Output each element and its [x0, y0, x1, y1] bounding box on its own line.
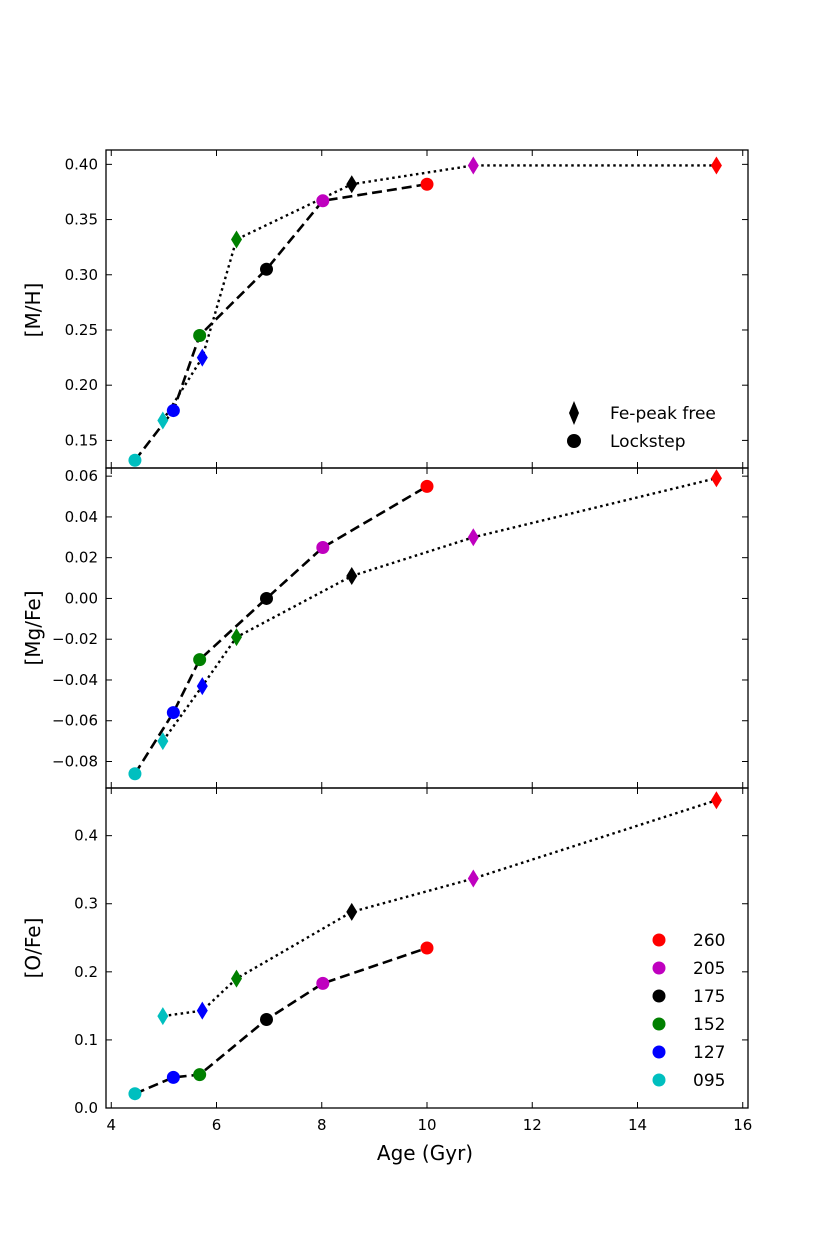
legend-marker-095	[652, 1073, 666, 1087]
legend-marker-152	[652, 1017, 666, 1031]
xtick-label: 4	[106, 1116, 116, 1134]
panel-mh: 0.15 0.20 0.25 0.30 0.35 0.40 [M/H]	[21, 149, 749, 469]
xtick-label: 12	[523, 1116, 542, 1134]
point-lockstep-095	[128, 1087, 142, 1101]
legend-diamond-marker	[569, 401, 579, 425]
point-fe-peak-free-205	[467, 869, 479, 888]
ytick-label: 0.25	[65, 321, 98, 339]
ytick-label: −0.06	[52, 712, 98, 730]
point-lockstep-175	[260, 591, 273, 605]
ytick-label: 0.30	[65, 266, 98, 284]
ytick-label: 0.35	[65, 211, 98, 229]
point-lockstep-127	[166, 404, 180, 418]
point-fe-peak-free-095	[157, 732, 169, 751]
legend-label-175: 175	[693, 987, 725, 1007]
point-lockstep-260	[420, 479, 434, 493]
xtick-label: 14	[628, 1116, 647, 1134]
point-fe-peak-free-175	[346, 175, 358, 194]
legend-label-127: 127	[693, 1043, 725, 1063]
series-line-lockstep	[133, 485, 428, 775]
panel-ofe: 0.0 0.1 0.2 0.3 0.4 4 6 8 10 12 14 16 [O/Fe]	[21, 787, 752, 1134]
point-fe-peak-free-260	[710, 469, 722, 488]
panel-mgfe: −0.08 −0.06 −0.04 −0.02 0.00 0.02 0.04 0.06 [Mg/…	[21, 467, 749, 789]
xtick-label: 16	[733, 1116, 752, 1134]
legend-marker-205	[652, 961, 666, 975]
point-fe-peak-free-175	[346, 902, 358, 921]
point-lockstep-260	[420, 177, 434, 191]
point-lockstep-205	[316, 976, 330, 990]
legend-marker-260	[652, 933, 666, 947]
point-lockstep-152	[193, 653, 207, 667]
ytick-label: −0.02	[52, 630, 98, 648]
ytick-label: 0.02	[65, 549, 98, 567]
legend-label-205: 205	[693, 959, 725, 979]
xtick-label: 10	[417, 1116, 436, 1134]
legend-marker-175	[652, 989, 666, 1003]
ytick-label: 0.40	[65, 155, 98, 173]
series-line-fe-peak-free	[161, 164, 717, 422]
series-line-fe-peak-free	[161, 477, 717, 742]
point-fe-peak-free-152	[231, 628, 243, 647]
series-line-lockstep	[134, 946, 428, 1095]
point-fe-peak-free-260	[710, 156, 722, 175]
point-fe-peak-free-127	[196, 677, 208, 696]
point-lockstep-127	[166, 706, 180, 720]
ytick-label: −0.04	[52, 671, 98, 689]
x-axis-title: Age (Gyr)	[377, 1141, 473, 1165]
xtick-label: 8	[317, 1116, 327, 1134]
ytick-label: 0.2	[74, 963, 98, 981]
ytick-label: 0.15	[65, 431, 98, 449]
point-lockstep-260	[420, 941, 434, 955]
point-lockstep-152	[193, 1068, 207, 1082]
point-fe-peak-free-127	[196, 1001, 208, 1020]
y-axis-title-mgfe: [Mg/Fe]	[21, 590, 45, 665]
xtick-label: 6	[212, 1116, 222, 1134]
ytick-label: 0.00	[65, 589, 98, 607]
point-fe-peak-free-095	[157, 411, 169, 430]
legend-label-lockstep: Lockstep	[610, 432, 686, 452]
legend-style: Fe-peak free Lockstep	[567, 401, 716, 452]
legend-label-260: 260	[693, 931, 725, 951]
point-lockstep-205	[316, 194, 330, 208]
legend-label-095: 095	[693, 1071, 725, 1091]
point-lockstep-095	[128, 453, 142, 467]
ytick-label: 0.04	[65, 508, 98, 526]
ytick-label: 0.4	[74, 827, 98, 845]
ytick-label: 0.3	[74, 895, 98, 913]
legend-label-152: 152	[693, 1015, 725, 1035]
point-lockstep-205	[316, 540, 330, 554]
point-lockstep-175	[260, 1012, 273, 1026]
point-lockstep-152	[193, 329, 207, 342]
point-fe-peak-free-152	[231, 230, 243, 249]
point-lockstep-127	[166, 1070, 180, 1084]
y-axis-title-ofe: [O/Fe]	[21, 918, 45, 979]
point-lockstep-175	[260, 262, 273, 276]
point-fe-peak-free-152	[231, 969, 243, 988]
ytick-label: 0.20	[65, 376, 98, 394]
point-lockstep-095	[128, 767, 142, 781]
point-fe-peak-free-175	[346, 567, 358, 586]
ytick-label: 0.1	[74, 1031, 98, 1049]
legend-circle-marker	[567, 434, 581, 448]
legend-label-fe-peak-free: Fe-peak free	[610, 404, 716, 424]
y-axis-title-mh: [M/H]	[21, 283, 45, 338]
legend-marker-127	[652, 1045, 666, 1059]
point-fe-peak-free-127	[196, 348, 208, 367]
legend-groups: 260 205 175 152 127 095	[652, 931, 725, 1091]
ytick-label: 0.0	[74, 1099, 98, 1117]
ytick-label: −0.08	[52, 753, 98, 771]
point-fe-peak-free-205	[467, 528, 479, 547]
point-fe-peak-free-205	[467, 156, 479, 175]
point-fe-peak-free-260	[710, 791, 722, 810]
point-fe-peak-free-095	[157, 1007, 169, 1026]
ytick-label: 0.06	[65, 467, 98, 485]
